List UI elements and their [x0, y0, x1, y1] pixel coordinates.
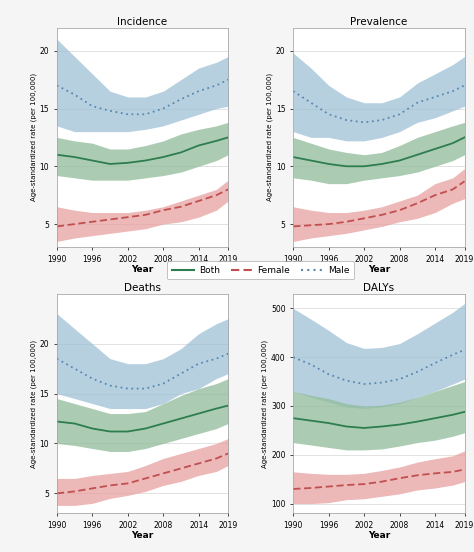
X-axis label: Year: Year: [368, 265, 390, 274]
Title: Incidence: Incidence: [118, 17, 168, 27]
X-axis label: Year: Year: [368, 532, 390, 540]
X-axis label: Year: Year: [131, 265, 154, 274]
Y-axis label: Age-standardized rate (per 100,000): Age-standardized rate (per 100,000): [262, 339, 268, 468]
Y-axis label: Age-standardized rate (per 100,000): Age-standardized rate (per 100,000): [267, 73, 273, 201]
Title: Prevalence: Prevalence: [350, 17, 408, 27]
Title: DALYs: DALYs: [363, 283, 394, 293]
Title: Deaths: Deaths: [124, 283, 161, 293]
X-axis label: Year: Year: [131, 532, 154, 540]
Y-axis label: Age-standardized rate (per 100,000): Age-standardized rate (per 100,000): [30, 73, 37, 201]
Legend: Both, Female, Male: Both, Female, Male: [167, 262, 354, 279]
Y-axis label: Age-standardized rate (per 100,000): Age-standardized rate (per 100,000): [30, 339, 37, 468]
